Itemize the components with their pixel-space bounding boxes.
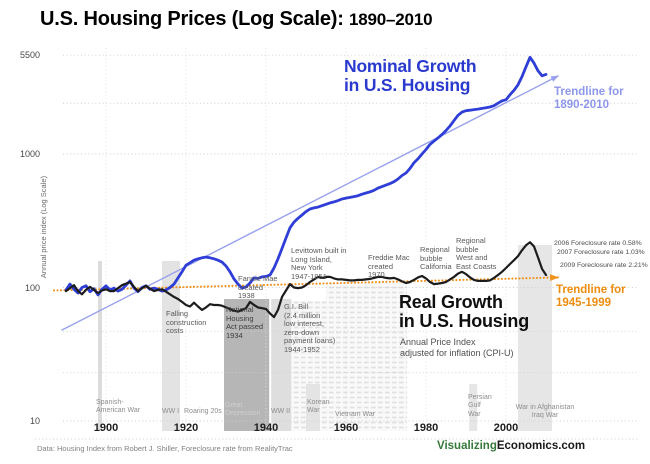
foreclosure-note-2009: 2009 Foreclosure rate 2.21%	[560, 262, 648, 269]
foreclosure-note-2007: 2007 Foreclosure rate 1.03%	[557, 249, 645, 256]
x-axis-label-1900: 1900	[93, 422, 119, 434]
annotation-regional-bubble-coasts: Regional bubble West and East Coasts	[456, 236, 497, 271]
foreclosure-note-2006: 2006 Foreclosure rate 0.58%	[554, 240, 642, 247]
war-band	[224, 299, 270, 431]
war-band	[271, 299, 292, 431]
x-axis-label-1960: 1960	[333, 422, 359, 434]
annotation-freddie-mac: Freddie Mac created 1970	[368, 253, 410, 280]
war-label-korean: Korean War	[307, 399, 330, 415]
war-band	[98, 261, 102, 431]
war-label-vietnam: Vietnam War	[335, 411, 376, 418]
title-year-range: 1890–2010	[349, 10, 433, 29]
x-axis-label-1940: 1940	[253, 422, 279, 434]
trendline-real-label: Trendline for 1945-1999	[556, 284, 626, 309]
war-label-great-depression: Great Depression	[225, 402, 261, 418]
nominal-growth-label: Nominal Growth in U.S. Housing	[344, 56, 477, 95]
brand-logo-dark: Economics.com	[496, 440, 586, 452]
war-band	[469, 384, 478, 431]
brand-logo-green: Visualizing	[437, 440, 497, 452]
annotation-gi-bill: G.I. Bill (2.4 million low interest, zer…	[284, 302, 336, 354]
y-axis-title: Annual price index (Log Scale)	[39, 175, 48, 279]
war-band	[326, 283, 408, 431]
war-label-wwii: WW II	[271, 408, 291, 415]
annotation-regional-bubble-california: Regional bubble California	[420, 245, 452, 272]
x-axis-label-1980: 1980	[413, 422, 439, 434]
annotation-falling-construction-costs: Falling construction costs	[166, 309, 207, 336]
brand-logo: VisualizingEconomics.com	[437, 440, 585, 452]
real-price-line	[64, 241, 548, 319]
x-axis-label-1920: 1920	[173, 422, 199, 434]
war-band	[162, 261, 180, 431]
page-title: U.S. Housing Prices (Log Scale): 1890–20…	[40, 8, 433, 31]
x-axis-label-2000: 2000	[493, 422, 519, 434]
title-main: U.S. Housing Prices (Log Scale):	[40, 8, 344, 30]
y-axis-label-1000: 1000	[19, 149, 40, 159]
annotation-levittown: Levittown built in Long Island, New York…	[291, 246, 347, 281]
war-period-bands	[98, 245, 552, 431]
y-axis-label-100: 100	[24, 282, 40, 293]
annotation-fannie-mae: Fannie Mae created 1938	[238, 274, 278, 301]
gridlines	[35, 48, 640, 440]
y-axis-label-5500: 5500	[19, 50, 40, 61]
data-series	[64, 55, 548, 319]
real-growth-subtitle: Annual Price Index adjusted for inflatio…	[400, 337, 514, 358]
war-band	[306, 384, 320, 431]
annotation-national-housing-act: National Housing Act passed 1934	[226, 305, 264, 340]
war-label-afghanistan-iraq: War in Afghanistan Iraq War	[515, 404, 575, 420]
war-label-roaring-20s: Roaring 20s	[184, 408, 222, 415]
war-label-wwi: WW I	[162, 408, 180, 415]
real-growth-label: Real Growth in U.S. Housing	[399, 292, 529, 332]
y-axis-label-10: 10	[29, 416, 40, 426]
war-label-persian-gulf: Persian Gulf War	[468, 394, 492, 418]
trendline-nominal-label: Trendline for 1890-2010	[554, 86, 624, 111]
data-source-note: Data: Housing Index from Robert J. Shill…	[37, 444, 293, 453]
war-label-spanish-american: Spanish- American War	[96, 399, 141, 415]
